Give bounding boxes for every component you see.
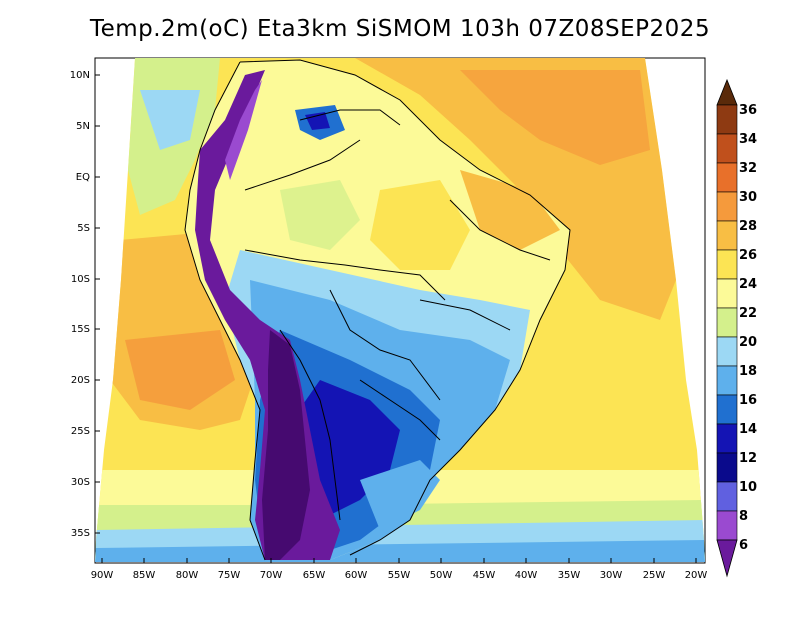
colorbar-swatch-26-28	[716, 220, 738, 251]
amazon-warm-1	[370, 180, 470, 270]
lon-label-90w: 90W	[91, 570, 114, 581]
lon-label-85w: 85W	[133, 570, 156, 581]
colorbar-swatch-22-24	[716, 278, 738, 309]
lat-label-25s: 25S	[71, 426, 90, 437]
lon-label-65w: 65W	[303, 570, 326, 581]
lat-label-5s: 5S	[77, 223, 90, 234]
lat-label-15s: 15S	[71, 324, 90, 335]
andes-north-band	[225, 80, 262, 180]
colorbar-label-10: 10	[739, 480, 757, 495]
country-borders	[184, 59, 571, 561]
lat-label-10s: 10S	[71, 274, 90, 285]
lon-label-25w: 25W	[643, 570, 666, 581]
colorbar-label-18: 18	[739, 364, 757, 379]
lat-label-20s: 20S	[71, 375, 90, 386]
colorbar: 36 34 32 30 28 26 24 22 20 18 16 14 12 1…	[716, 78, 757, 578]
colorbar-label-30: 30	[739, 190, 757, 205]
lon-label-35w: 35W	[558, 570, 581, 581]
atlantic-coastline	[239, 59, 571, 556]
colorbar-label-24: 24	[739, 277, 757, 292]
pacific-cool-patch	[140, 90, 200, 150]
colorbar-swatch-20-22	[716, 307, 738, 338]
northeast-warm	[460, 170, 560, 250]
lon-axis: 90W 85W 80W 75W 70W 65W 60W 55W 50W 45W …	[91, 558, 708, 581]
colorbar-swatch-8-10	[716, 481, 738, 512]
colorbar-bottom-arrow	[716, 539, 738, 578]
chile-argentina-border	[279, 329, 341, 521]
colorbar-swatch-6-8	[716, 510, 738, 541]
guiana-colder	[305, 112, 330, 130]
colorbar-swatch-32-34	[716, 133, 738, 164]
pacific-coastline	[184, 61, 266, 561]
colorbar-swatch-18-20	[716, 336, 738, 367]
lat-label-35s: 35S	[71, 528, 90, 539]
colorbar-label-14: 14	[739, 422, 757, 437]
colorbar-label-32: 32	[739, 161, 757, 176]
colorbar-label-22: 22	[739, 306, 757, 321]
colorbar-label-26: 26	[739, 248, 757, 263]
lon-label-80w: 80W	[176, 570, 199, 581]
lon-label-60w: 60W	[345, 570, 368, 581]
bolivia-border	[329, 289, 441, 401]
lon-label-50w: 50W	[430, 570, 453, 581]
lon-label-20w: 20W	[685, 570, 708, 581]
lat-axis: 10N 5N EQ 5S 10S 15S 20S 25S 30S 35S	[70, 70, 100, 539]
colorbar-label-34: 34	[739, 132, 757, 147]
colorbar-swatch-10-12	[716, 452, 738, 483]
colorbar-swatch-14-16	[716, 394, 738, 425]
chart-title: Temp.2m(oC) Eta3km SiSMOM 103h 07Z08SEP2…	[89, 16, 711, 42]
atlantic-warmer	[460, 70, 650, 165]
temperature-field	[95, 58, 705, 562]
lat-label-5n: 5N	[76, 121, 90, 132]
colorbar-swatch-24-26	[716, 249, 738, 280]
lat-label-eq: EQ	[76, 172, 90, 183]
colorbar-top-arrow	[716, 78, 738, 106]
colorbar-swatch-28-30	[716, 191, 738, 222]
colorbar-label-8: 8	[739, 509, 748, 524]
pacific-warmer	[125, 330, 235, 410]
colorbar-swatch-12-14	[716, 423, 738, 454]
lon-label-30w: 30W	[600, 570, 623, 581]
paraguay-border	[359, 379, 441, 441]
colorbar-swatch-16-18	[716, 365, 738, 396]
lon-label-70w: 70W	[260, 570, 283, 581]
amazon-cool-1	[280, 180, 360, 250]
lon-label-55w: 55W	[388, 570, 411, 581]
colorbar-label-20: 20	[739, 335, 757, 350]
uruguay-cool	[360, 460, 440, 530]
state-border-2	[419, 299, 511, 331]
state-border-1	[449, 199, 551, 261]
lon-label-45w: 45W	[473, 570, 496, 581]
colorbar-swatch-34-36	[716, 104, 738, 135]
lon-label-75w: 75W	[218, 570, 241, 581]
colorbar-label-12: 12	[739, 451, 757, 466]
lat-label-10n: 10N	[70, 70, 90, 81]
colombia-brazil-border	[244, 139, 361, 191]
colorbar-label-16: 16	[739, 393, 757, 408]
lon-label-40w: 40W	[515, 570, 538, 581]
colorbar-label-28: 28	[739, 219, 757, 234]
brazil-peru-border	[244, 249, 446, 301]
colorbar-label-6: 6	[739, 538, 748, 553]
venezuela-border	[299, 109, 401, 126]
colorbar-label-36: 36	[739, 103, 757, 118]
south-band-4	[95, 540, 705, 562]
colorbar-swatch-30-32	[716, 162, 738, 193]
lat-label-30s: 30S	[71, 477, 90, 488]
andes-coldest	[262, 330, 310, 560]
